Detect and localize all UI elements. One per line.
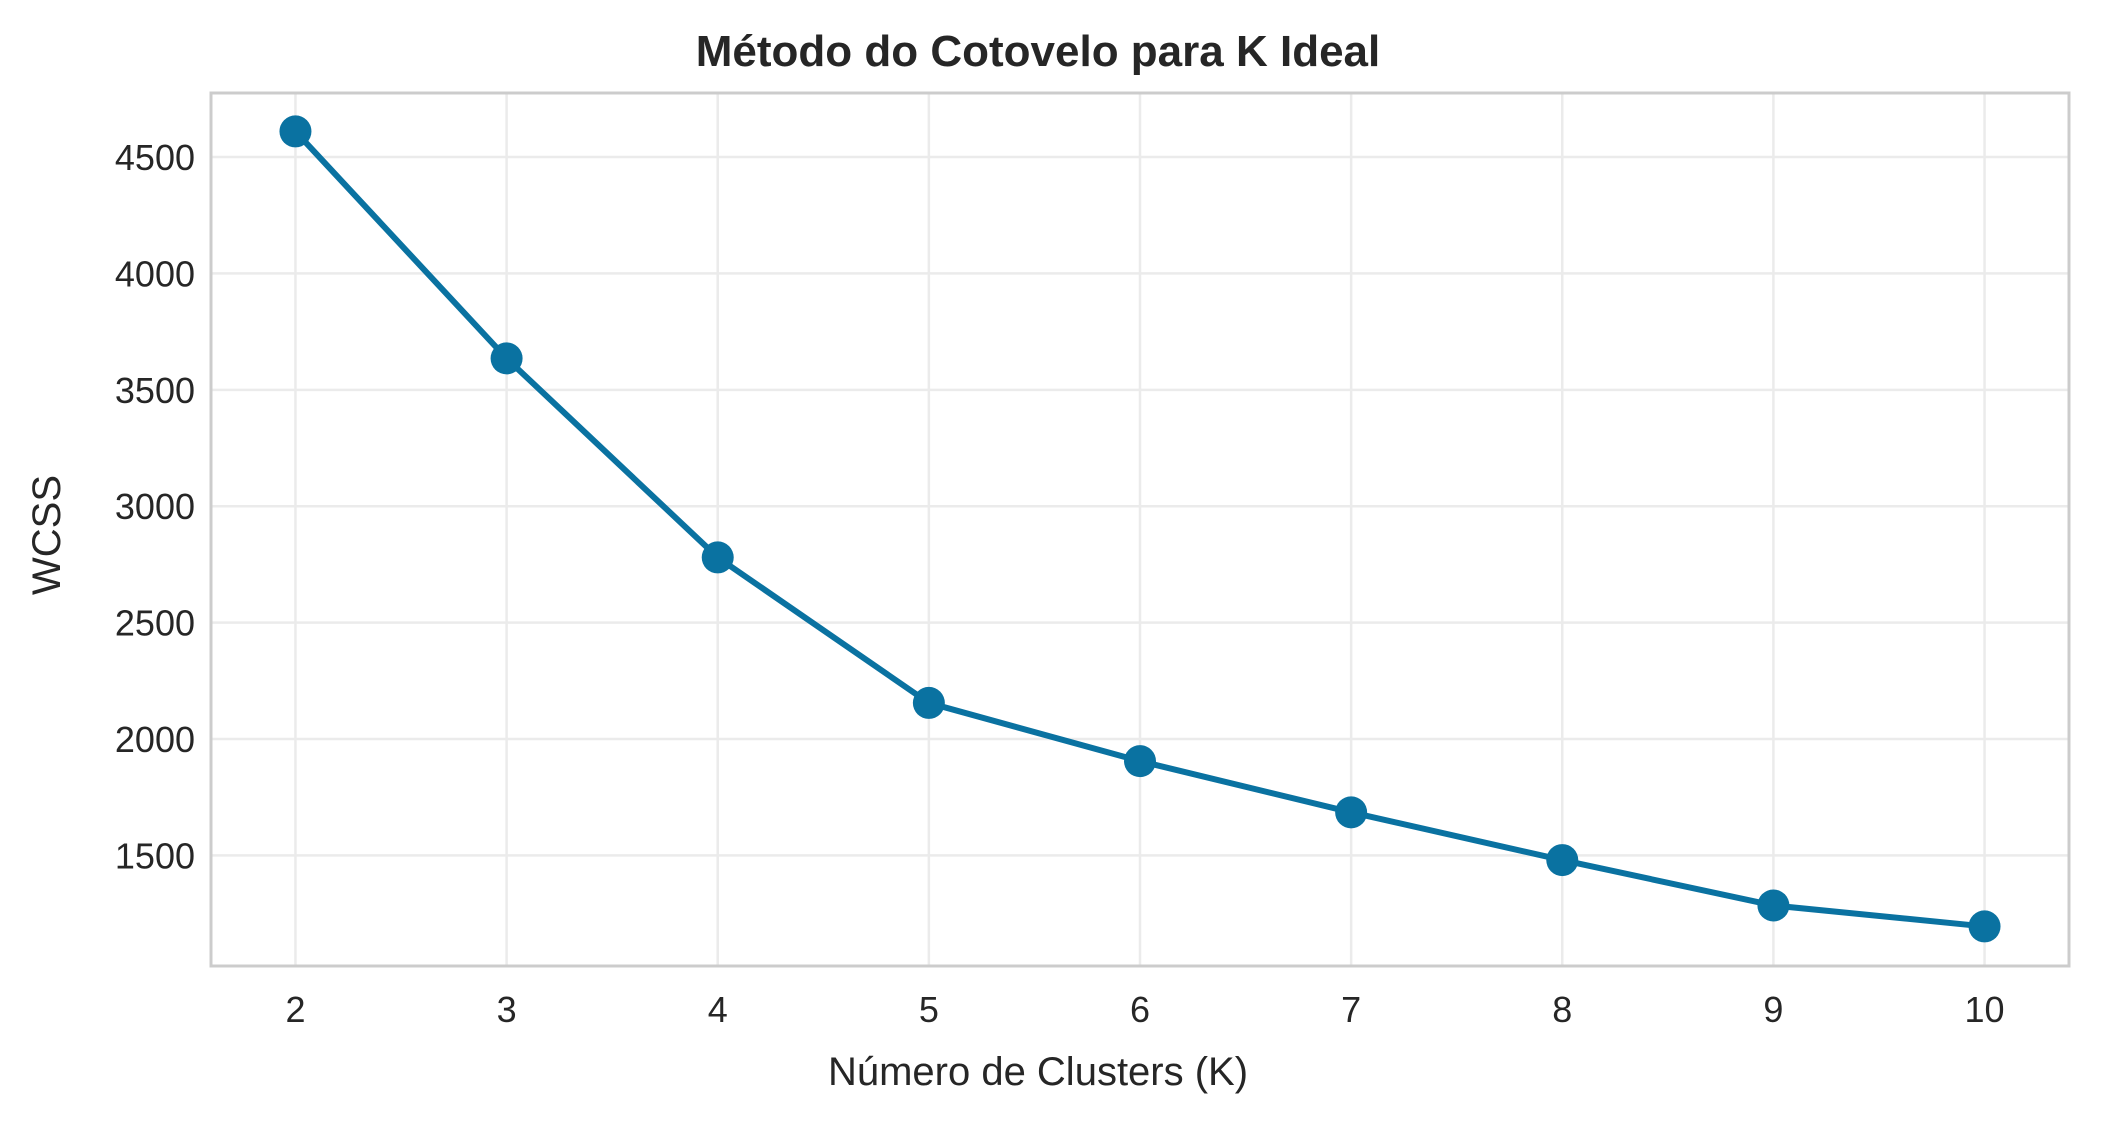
y-tick-label: 4500 — [115, 137, 195, 178]
plot-frame — [209, 91, 2071, 968]
x-tick-label: 7 — [1341, 989, 1361, 1030]
data-point — [1757, 889, 1790, 922]
y-tick-label: 4000 — [115, 253, 195, 294]
x-tick-label: 5 — [919, 989, 939, 1030]
x-tick-label: 8 — [1552, 989, 1572, 1030]
y-tick-label: 2000 — [115, 719, 195, 760]
data-point — [1124, 745, 1156, 778]
data-point — [912, 686, 945, 719]
y-tick-label: 1500 — [115, 835, 195, 876]
series-layer — [279, 115, 2001, 943]
y-tick-label: 3500 — [115, 370, 195, 411]
data-point — [1546, 844, 1579, 877]
x-tick-label: 9 — [1763, 989, 1783, 1030]
y-tick-label: 2500 — [115, 603, 195, 644]
chart-title: Método do Cotovelo para K Ideal — [696, 27, 1381, 76]
data-point — [1968, 910, 2001, 943]
x-axis: 2 3 4 5 6 7 8 9 10 — [285, 989, 2004, 1030]
x-tick-label: 10 — [1965, 989, 2005, 1030]
x-tick-label: 4 — [708, 989, 728, 1030]
x-tick-label: 2 — [285, 989, 305, 1030]
grid — [211, 93, 2069, 966]
y-axis: 1500 2000 2500 3000 3500 4000 4500 — [115, 137, 195, 876]
data-point — [701, 541, 734, 574]
x-tick-label: 6 — [1130, 989, 1150, 1030]
data-point — [1335, 796, 1368, 829]
y-axis-label: WCSS — [25, 475, 69, 595]
data-point — [490, 342, 523, 375]
data-point — [279, 115, 312, 148]
x-axis-label: Número de Clusters (K) — [828, 1050, 1248, 1094]
y-tick-label: 3000 — [115, 486, 195, 527]
x-tick-label: 3 — [497, 989, 517, 1030]
